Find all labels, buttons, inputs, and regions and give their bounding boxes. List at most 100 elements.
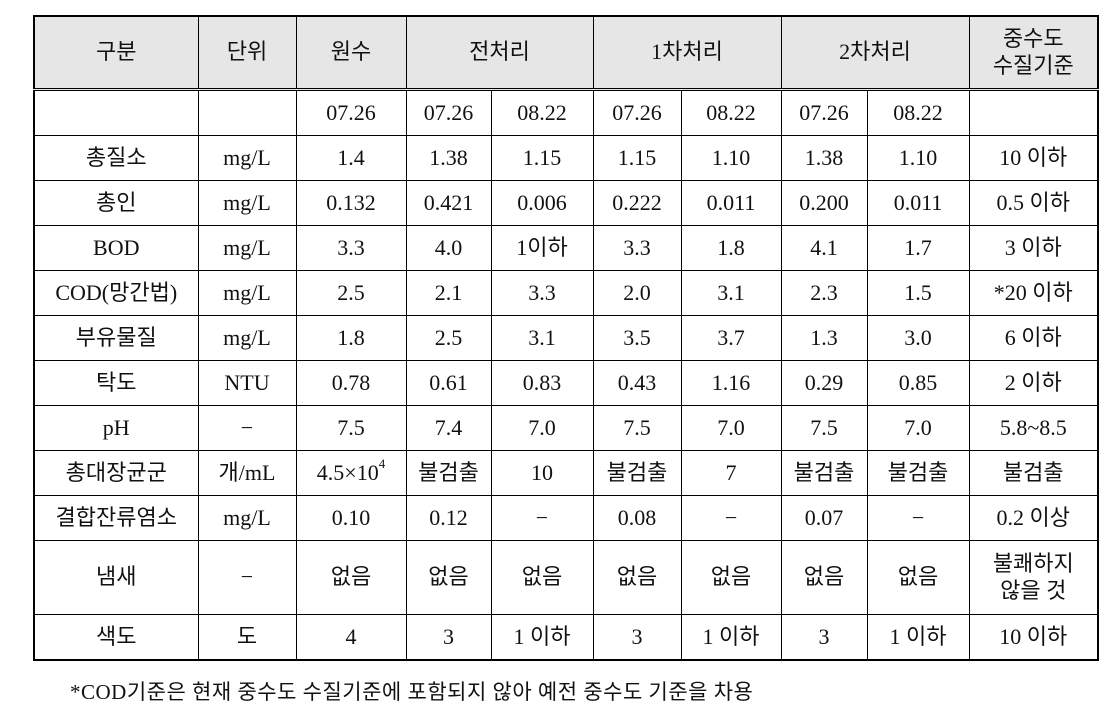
data-cell: 3.7	[680, 315, 782, 361]
data-cell: 1 이하	[490, 614, 594, 661]
row-label: 총질소	[33, 135, 199, 181]
data-cell: 4.5×104	[295, 450, 407, 496]
data-row: pH −7.5 7.4 7.0 7.5 7.0 7.5 7.0 5.8~8.5	[33, 405, 1099, 451]
data-cell: 0.85	[866, 360, 970, 406]
data-cell: 2.0	[592, 270, 682, 316]
header-cell: 중수도 수질기준	[968, 15, 1099, 91]
data-cell: 3	[780, 614, 868, 661]
header-row: 구분 단위 원수 전처리 1차처리 2차처리 중수도 수질기준	[33, 15, 1099, 91]
data-cell: 1.7	[866, 225, 970, 271]
data-cell: 3.1	[490, 315, 594, 361]
data-cell: mg/L	[197, 270, 297, 316]
data-cell: mg/L	[197, 315, 297, 361]
data-cell: −	[680, 495, 782, 541]
data-cell: 2 이하	[968, 360, 1099, 406]
data-row: 총질소 mg/L 1.4 1.38 1.15 1.15 1.10 1.38 1.10 10 이하	[33, 135, 1099, 181]
table: 구분 단위 원수 전처리 1차처리 2차처리 중수도 수질기준 07.26 07.26 08.22…	[33, 15, 1100, 661]
data-cell: 0.08	[592, 495, 682, 541]
data-cell: 3.3	[592, 225, 682, 271]
data-cell: 7.5	[592, 405, 682, 451]
table-wrap: 구분 단위 원수 전처리 1차처리 2차처리 중수도 수질기준 07.26 07.26 08.22…	[33, 15, 1100, 661]
data-cell: 불쾌하지 않을 것	[968, 540, 1099, 615]
data-cell: 0.43	[592, 360, 682, 406]
date-cell: 07.26	[295, 89, 407, 136]
data-cell: 0.12	[405, 495, 492, 541]
data-cell: 1 이하	[680, 614, 782, 661]
data-cell: NTU	[197, 360, 297, 406]
data-cell: 1.38	[780, 135, 868, 181]
data-cell: 7.0	[866, 405, 970, 451]
data-cell: 6 이하	[968, 315, 1099, 361]
row-label: COD(망간법)	[33, 270, 199, 316]
data-row: 결합잔류염소 mg/L 0.10 0.12−0.08−0.07−0.2 이상	[33, 495, 1099, 541]
header-cell: 전처리	[405, 15, 594, 91]
data-cell: 0.78	[295, 360, 407, 406]
data-cell: 없음	[680, 540, 782, 615]
row-label: 탁도	[33, 360, 199, 406]
date-cell: 07.26	[780, 89, 868, 136]
data-row: 총인 mg/L 0.132 0.421 0.006 0.222 0.011 0.200 0.01…	[33, 180, 1099, 226]
data-cell: 1 이하	[866, 614, 970, 661]
data-cell: 2.5	[405, 315, 492, 361]
data-cell: 0.011	[680, 180, 782, 226]
data-cell: 3	[405, 614, 492, 661]
data-cell: 없음	[405, 540, 492, 615]
table-body: 구분 단위 원수 전처리 1차처리 2차처리 중수도 수질기준 07.26 07.26 08.22…	[33, 15, 1099, 661]
data-cell: 불검출	[405, 450, 492, 496]
data-row: 부유물질 mg/L 1.8 2.5 3.1 3.5 3.7 1.3 3.0 6 이하	[33, 315, 1099, 361]
date-cell: 08.22	[866, 89, 970, 136]
header-cell: 원수	[295, 15, 407, 91]
data-cell: 불검출	[780, 450, 868, 496]
data-cell: 3.1	[680, 270, 782, 316]
data-cell: 4	[295, 614, 407, 661]
data-cell: 2.3	[780, 270, 868, 316]
row-label: 색도	[33, 614, 199, 661]
data-cell: −	[490, 495, 594, 541]
header-cell: 구분	[33, 15, 199, 91]
data-cell: 7.5	[780, 405, 868, 451]
data-cell: 2.5	[295, 270, 407, 316]
data-cell: 없음	[780, 540, 868, 615]
data-cell: 4.1	[780, 225, 868, 271]
data-cell: 없음	[592, 540, 682, 615]
data-cell: 3.5	[592, 315, 682, 361]
data-cell: 3	[592, 614, 682, 661]
row-label: 냄새	[33, 540, 199, 615]
data-cell: 1.4	[295, 135, 407, 181]
data-cell: 없음	[490, 540, 594, 615]
data-cell: 0.83	[490, 360, 594, 406]
footnote: *COD기준은 현재 중수도 수질기준에 포함되지 않아 예전 중수도 기준을 …	[70, 680, 754, 704]
data-row: 색도 도 4 3 1 이하 3 1 이하 3 1 이하 10 이하	[33, 614, 1099, 661]
data-cell: 7.5	[295, 405, 407, 451]
data-cell: 3.3	[490, 270, 594, 316]
data-cell: 10 이하	[968, 135, 1099, 181]
data-row: 총대장균군 개/mL 4.5×104 불검출 10 불검출 7 불검출 불검출 불검출	[33, 450, 1099, 496]
data-row: BOD mg/L 3.3 4.0 1이하 3.3 1.8 4.1 1.7 3 이하	[33, 225, 1099, 271]
blank-cell	[197, 89, 297, 136]
data-cell: 1.10	[680, 135, 782, 181]
data-cell: 1.16	[680, 360, 782, 406]
data-cell: 1.5	[866, 270, 970, 316]
date-cell: 07.26	[592, 89, 682, 136]
data-cell: mg/L	[197, 495, 297, 541]
data-cell: 1이하	[490, 225, 594, 271]
data-cell: 1.10	[866, 135, 970, 181]
data-cell: 0.006	[490, 180, 594, 226]
data-cell: 7.0	[490, 405, 594, 451]
cell-sup: 4	[378, 455, 386, 471]
date-cell: 08.22	[680, 89, 782, 136]
data-row: 냄새 − 없음 없음 없음 없음 없음 없음 없음 불쾌하지 않을 것	[33, 540, 1099, 615]
data-cell: 7	[680, 450, 782, 496]
data-cell: 10	[490, 450, 594, 496]
data-cell: 1.8	[295, 315, 407, 361]
header-cell: 단위	[197, 15, 297, 91]
data-row: 탁도 NTU 0.78 0.61 0.83 0.43 1.16 0.29 0.85 2 이하	[33, 360, 1099, 406]
data-cell: 3 이하	[968, 225, 1099, 271]
header-cell: 1차처리	[592, 15, 782, 91]
data-cell: −	[197, 540, 297, 615]
data-cell: mg/L	[197, 135, 297, 181]
data-cell: −	[866, 495, 970, 541]
data-cell: 0.132	[295, 180, 407, 226]
blank-cell	[968, 89, 1099, 136]
row-label: pH	[33, 405, 199, 451]
